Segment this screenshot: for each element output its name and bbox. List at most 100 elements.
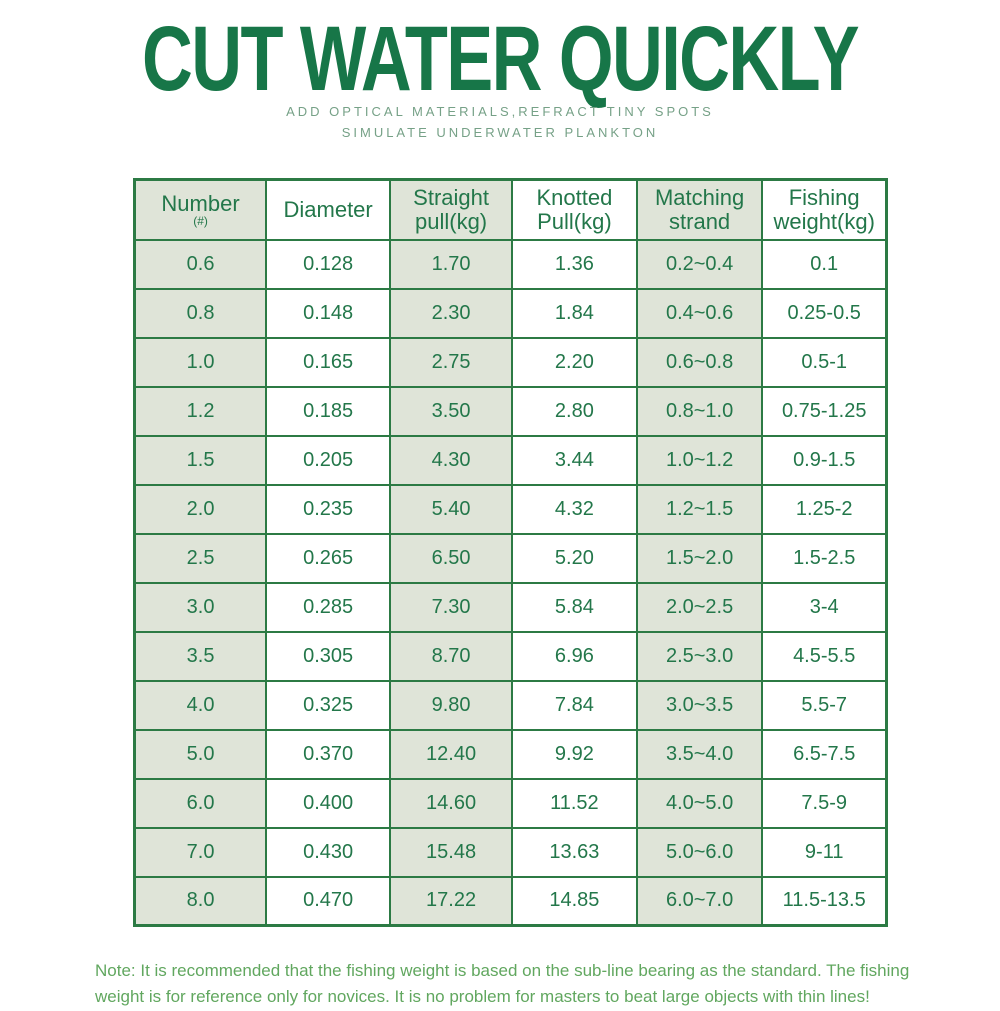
cell-knotted_pull: 7.84 bbox=[510, 679, 638, 731]
cell-matching_strand: 0.6~0.8 bbox=[635, 336, 764, 388]
cell-diameter: 0.235 bbox=[265, 483, 392, 535]
cell-knotted_pull: 2.80 bbox=[510, 385, 638, 437]
cell-fishing_weight: 1.5-2.5 bbox=[761, 532, 888, 584]
cell-straight_pull: 1.70 bbox=[389, 238, 513, 290]
cell-number: 3.5 bbox=[133, 630, 268, 682]
cell-matching_strand: 1.5~2.0 bbox=[635, 532, 764, 584]
cell-fishing_weight: 0.1 bbox=[761, 238, 888, 290]
column-header-straight_pull: Straight pull(kg) bbox=[389, 178, 513, 241]
cell-knotted_pull: 14.85 bbox=[510, 875, 638, 927]
cell-knotted_pull: 5.84 bbox=[510, 581, 638, 633]
table-row: 3.0 0.285 7.30 5.84 2.0~2.5 3-4 bbox=[133, 581, 888, 633]
table-row: 8.0 0.470 17.22 14.85 6.0~7.0 11.5-13.5 bbox=[133, 875, 888, 927]
cell-number: 3.0 bbox=[133, 581, 268, 633]
cell-diameter: 0.285 bbox=[265, 581, 392, 633]
cell-matching_strand: 6.0~7.0 bbox=[635, 875, 764, 927]
cell-fishing_weight: 9-11 bbox=[761, 826, 888, 878]
cell-diameter: 0.128 bbox=[265, 238, 392, 290]
cell-matching_strand: 2.0~2.5 bbox=[635, 581, 764, 633]
cell-number: 4.0 bbox=[133, 679, 268, 731]
cell-straight_pull: 15.48 bbox=[389, 826, 513, 878]
cell-fishing_weight: 4.5-5.5 bbox=[761, 630, 888, 682]
table-row: 3.5 0.305 8.70 6.96 2.5~3.0 4.5-5.5 bbox=[133, 630, 888, 682]
cell-fishing_weight: 5.5-7 bbox=[761, 679, 888, 731]
column-header-matching_strand: Matching strand bbox=[635, 178, 764, 241]
subtitle-line-2: SIMULATE UNDERWATER PLANKTON bbox=[341, 125, 659, 141]
cell-matching_strand: 2.5~3.0 bbox=[635, 630, 764, 682]
cell-matching_strand: 4.0~5.0 bbox=[635, 777, 764, 829]
cell-knotted_pull: 4.32 bbox=[510, 483, 638, 535]
header-row: Number (#) Diameter Straight pull(kg) Knotte… bbox=[133, 178, 888, 241]
cell-diameter: 0.305 bbox=[265, 630, 392, 682]
cell-fishing_weight: 11.5-13.5 bbox=[761, 875, 888, 927]
cell-number: 2.0 bbox=[133, 483, 268, 535]
cell-straight_pull: 2.30 bbox=[389, 287, 513, 339]
cell-knotted_pull: 1.84 bbox=[510, 287, 638, 339]
cell-straight_pull: 4.30 bbox=[389, 434, 513, 486]
column-label: Knotted Pull(kg) bbox=[536, 185, 613, 234]
cell-diameter: 0.185 bbox=[265, 385, 392, 437]
cell-straight_pull: 3.50 bbox=[389, 385, 513, 437]
spec-tbody: 0.6 0.128 1.70 1.36 0.2~0.4 0.1 0.8 0.148 2.30 1.… bbox=[133, 238, 888, 927]
cell-straight_pull: 17.22 bbox=[389, 875, 513, 927]
column-header-number: Number (#) bbox=[133, 178, 268, 241]
column-sub: (#) bbox=[193, 213, 208, 228]
cell-matching_strand: 3.0~3.5 bbox=[635, 679, 764, 731]
cell-straight_pull: 8.70 bbox=[389, 630, 513, 682]
cell-number: 1.5 bbox=[133, 434, 268, 486]
cell-fishing_weight: 1.25-2 bbox=[761, 483, 888, 535]
cell-fishing_weight: 0.25-0.5 bbox=[761, 287, 888, 339]
cell-diameter: 0.205 bbox=[265, 434, 392, 486]
table-row: 5.0 0.370 12.40 9.92 3.5~4.0 6.5-7.5 bbox=[133, 728, 888, 780]
cell-fishing_weight: 0.75-1.25 bbox=[761, 385, 888, 437]
column-label: Fishing weight(kg) bbox=[773, 185, 875, 234]
cell-fishing_weight: 3-4 bbox=[761, 581, 888, 633]
cell-matching_strand: 3.5~4.0 bbox=[635, 728, 764, 780]
cell-fishing_weight: 7.5-9 bbox=[761, 777, 888, 829]
cell-diameter: 0.430 bbox=[265, 826, 392, 878]
spec-table: Number (#) Diameter Straight pull(kg) Knotte… bbox=[133, 178, 888, 927]
cell-straight_pull: 5.40 bbox=[389, 483, 513, 535]
subtitle-line-1: ADD OPTICAL MATERIALS,REFRACT TINY SPOTS bbox=[286, 104, 714, 119]
table-row: 0.6 0.128 1.70 1.36 0.2~0.4 0.1 bbox=[133, 238, 888, 290]
cell-fishing_weight: 0.5-1 bbox=[761, 336, 888, 388]
cell-knotted_pull: 6.96 bbox=[510, 630, 638, 682]
cell-knotted_pull: 5.20 bbox=[510, 532, 638, 584]
cell-matching_strand: 1.0~1.2 bbox=[635, 434, 764, 486]
table-row: 4.0 0.325 9.80 7.84 3.0~3.5 5.5-7 bbox=[133, 679, 888, 731]
cell-number: 6.0 bbox=[133, 777, 268, 829]
table-row: 1.0 0.165 2.75 2.20 0.6~0.8 0.5-1 bbox=[133, 336, 888, 388]
cell-fishing_weight: 0.9-1.5 bbox=[761, 434, 888, 486]
column-label: Diameter bbox=[283, 196, 373, 222]
table-row: 7.0 0.430 15.48 13.63 5.0~6.0 9-11 bbox=[133, 826, 888, 878]
cell-straight_pull: 7.30 bbox=[389, 581, 513, 633]
column-label: Matching strand bbox=[654, 185, 745, 234]
column-label: Number bbox=[161, 190, 240, 216]
cell-diameter: 0.370 bbox=[265, 728, 392, 780]
column-header-knotted_pull: Knotted Pull(kg) bbox=[510, 178, 638, 241]
cell-straight_pull: 12.40 bbox=[389, 728, 513, 780]
cell-knotted_pull: 3.44 bbox=[510, 434, 638, 486]
cell-number: 0.8 bbox=[133, 287, 268, 339]
cell-number: 1.2 bbox=[133, 385, 268, 437]
table-row: 6.0 0.400 14.60 11.52 4.0~5.0 7.5-9 bbox=[133, 777, 888, 829]
table-row: 1.2 0.185 3.50 2.80 0.8~1.0 0.75-1.25 bbox=[133, 385, 888, 437]
cell-diameter: 0.470 bbox=[265, 875, 392, 927]
cell-matching_strand: 0.8~1.0 bbox=[635, 385, 764, 437]
spec-thead: Number (#) Diameter Straight pull(kg) Knotte… bbox=[133, 178, 888, 241]
cell-straight_pull: 14.60 bbox=[389, 777, 513, 829]
cell-knotted_pull: 13.63 bbox=[510, 826, 638, 878]
cell-number: 0.6 bbox=[133, 238, 268, 290]
cell-matching_strand: 0.2~0.4 bbox=[635, 238, 764, 290]
cell-diameter: 0.165 bbox=[265, 336, 392, 388]
column-label: Straight pull(kg) bbox=[413, 185, 489, 234]
cell-number: 2.5 bbox=[133, 532, 268, 584]
cell-matching_strand: 5.0~6.0 bbox=[635, 826, 764, 878]
cell-knotted_pull: 1.36 bbox=[510, 238, 638, 290]
cell-knotted_pull: 9.92 bbox=[510, 728, 638, 780]
cell-diameter: 0.325 bbox=[265, 679, 392, 731]
cell-number: 8.0 bbox=[133, 875, 268, 927]
cell-straight_pull: 9.80 bbox=[389, 679, 513, 731]
cell-knotted_pull: 2.20 bbox=[510, 336, 638, 388]
